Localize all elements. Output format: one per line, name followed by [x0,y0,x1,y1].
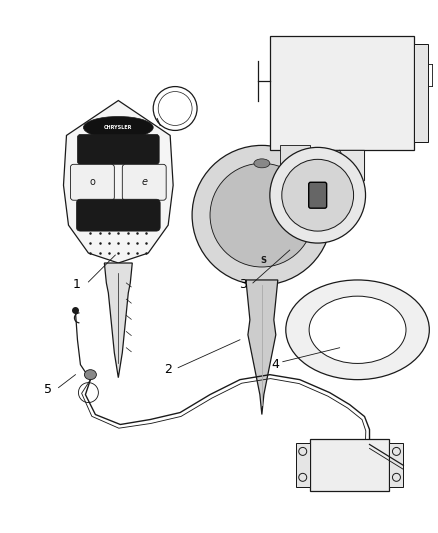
Polygon shape [104,263,132,378]
FancyBboxPatch shape [78,134,159,164]
Ellipse shape [309,296,406,364]
Bar [280,146,310,165]
Bar [310,439,389,491]
Text: CHRYSLER: CHRYSLER [104,125,133,130]
Polygon shape [64,101,173,263]
Ellipse shape [254,159,270,168]
Bar [414,44,428,142]
Bar [389,443,403,487]
Polygon shape [295,150,364,186]
Text: o: o [89,177,95,187]
FancyBboxPatch shape [71,164,114,200]
Text: 1: 1 [73,278,81,292]
Text: e: e [141,177,147,187]
Circle shape [192,146,332,285]
Bar [270,36,414,150]
FancyBboxPatch shape [309,182,327,208]
Polygon shape [246,280,278,415]
Circle shape [210,163,314,267]
Ellipse shape [83,117,153,139]
Ellipse shape [85,370,96,379]
Text: 2: 2 [164,363,172,376]
Text: 4: 4 [271,358,279,371]
Bar [296,443,310,487]
FancyBboxPatch shape [122,164,166,200]
Text: 5: 5 [43,383,52,396]
Text: 3: 3 [239,278,247,292]
Circle shape [282,159,353,231]
FancyBboxPatch shape [77,199,160,231]
Circle shape [270,148,366,243]
Ellipse shape [286,280,429,379]
Text: S: S [261,255,267,264]
